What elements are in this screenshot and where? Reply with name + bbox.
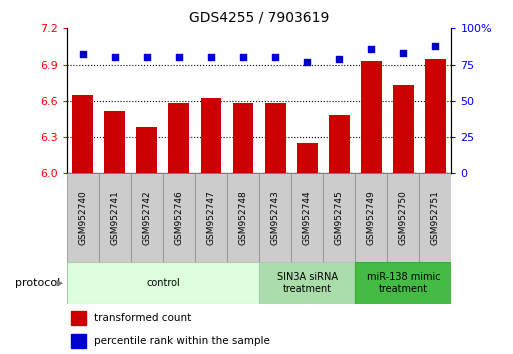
Title: GDS4255 / 7903619: GDS4255 / 7903619 [189,10,329,24]
Text: GSM952747: GSM952747 [206,190,215,245]
Text: miR-138 mimic
treatment: miR-138 mimic treatment [366,272,440,294]
Bar [355,173,387,262]
Point [431,43,440,48]
Point [207,55,215,60]
Bar [72,95,93,173]
Text: GSM952740: GSM952740 [78,190,87,245]
Bar [67,173,98,262]
Text: GSM952751: GSM952751 [431,190,440,245]
Text: GSM952743: GSM952743 [270,190,280,245]
Bar [136,127,157,173]
Bar [425,58,446,173]
Bar [104,110,125,173]
Bar [168,103,189,173]
Point [143,55,151,60]
Bar [291,173,323,262]
Text: GSM952742: GSM952742 [142,190,151,245]
Point [367,46,376,51]
Point [239,55,247,60]
Text: control: control [146,278,180,288]
Text: protocol: protocol [15,278,61,288]
Bar [387,173,420,262]
Bar [98,173,131,262]
Point [399,50,407,56]
Bar [131,173,163,262]
Bar [201,98,222,173]
Text: GSM952745: GSM952745 [334,190,344,245]
Point [111,55,119,60]
Text: GSM952749: GSM952749 [367,190,376,245]
Bar [163,173,195,262]
Text: GSM952741: GSM952741 [110,190,120,245]
Point [78,52,87,57]
Text: SIN3A siRNA
treatment: SIN3A siRNA treatment [277,272,338,294]
Point [175,55,183,60]
Text: GSM952744: GSM952744 [303,190,312,245]
Text: GSM952750: GSM952750 [399,190,408,245]
Bar [355,262,451,304]
Point [303,59,311,64]
Bar [393,85,414,173]
Bar [227,173,259,262]
Text: GSM952746: GSM952746 [174,190,184,245]
Text: transformed count: transformed count [93,313,191,323]
Bar [259,262,355,304]
Bar [70,334,86,348]
Bar [420,173,451,262]
Bar [67,262,259,304]
Bar [232,103,253,173]
Bar [361,61,382,173]
Bar [329,115,350,173]
Bar [70,312,86,325]
Bar [297,143,318,173]
Bar [323,173,355,262]
Bar [259,173,291,262]
Bar [195,173,227,262]
Text: GSM952748: GSM952748 [239,190,248,245]
Bar [265,103,286,173]
Point [271,55,279,60]
Point [335,56,343,62]
Text: percentile rank within the sample: percentile rank within the sample [93,336,269,346]
